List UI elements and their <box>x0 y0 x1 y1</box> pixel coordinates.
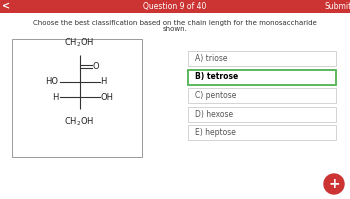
Text: shown.: shown. <box>162 26 188 32</box>
Text: <: < <box>2 2 10 12</box>
Text: C) pentose: C) pentose <box>195 91 236 100</box>
Circle shape <box>324 174 344 194</box>
Text: D) hexose: D) hexose <box>195 109 233 118</box>
FancyBboxPatch shape <box>12 39 142 157</box>
FancyBboxPatch shape <box>188 51 336 66</box>
Text: O: O <box>93 62 99 71</box>
Text: +: + <box>328 177 340 191</box>
Text: H: H <box>100 77 107 87</box>
Text: CH$_2$OH: CH$_2$OH <box>64 36 95 49</box>
FancyBboxPatch shape <box>0 0 350 13</box>
FancyBboxPatch shape <box>188 88 336 103</box>
Text: HO: HO <box>46 77 58 87</box>
Text: Question 9 of 40: Question 9 of 40 <box>143 2 207 11</box>
Text: H: H <box>52 93 58 101</box>
Text: OH: OH <box>100 93 114 101</box>
Text: B) tetrose: B) tetrose <box>195 72 238 82</box>
FancyBboxPatch shape <box>188 69 336 85</box>
Text: A) triose: A) triose <box>195 54 228 63</box>
Text: E) heptose: E) heptose <box>195 128 236 137</box>
FancyBboxPatch shape <box>188 125 336 140</box>
Text: Submit: Submit <box>324 2 350 11</box>
Text: CH$_2$OH: CH$_2$OH <box>64 116 95 129</box>
Text: Choose the best classification based on the chain length for the monosaccharide: Choose the best classification based on … <box>33 20 317 26</box>
FancyBboxPatch shape <box>188 106 336 122</box>
